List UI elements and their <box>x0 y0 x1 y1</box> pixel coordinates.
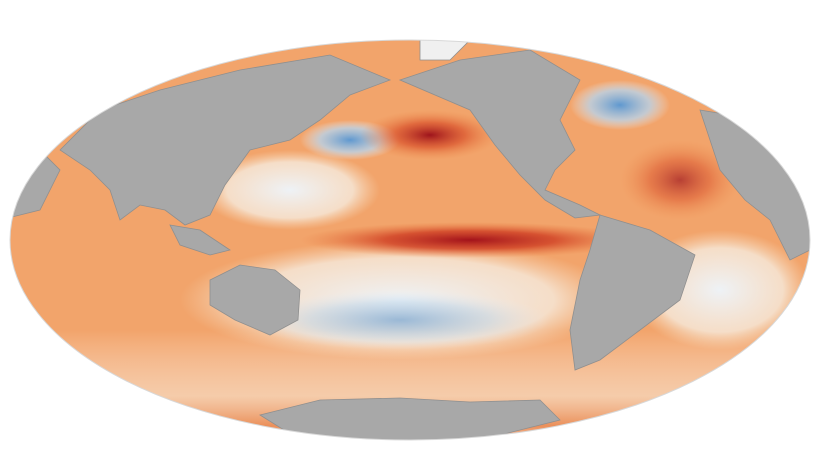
south-america <box>569 214 696 371</box>
antarctica <box>258 397 561 440</box>
warm-anomaly <box>620 140 740 220</box>
cool-area <box>570 80 670 130</box>
north-america <box>398 49 602 219</box>
australia <box>209 264 301 336</box>
indonesia <box>169 224 231 256</box>
arctic <box>419 40 471 61</box>
warm-anomaly <box>300 222 640 258</box>
asia <box>59 54 392 226</box>
warm-anomaly <box>360 110 500 160</box>
globe-outline <box>9 39 811 441</box>
land <box>10 40 810 440</box>
cool-area <box>200 150 380 230</box>
